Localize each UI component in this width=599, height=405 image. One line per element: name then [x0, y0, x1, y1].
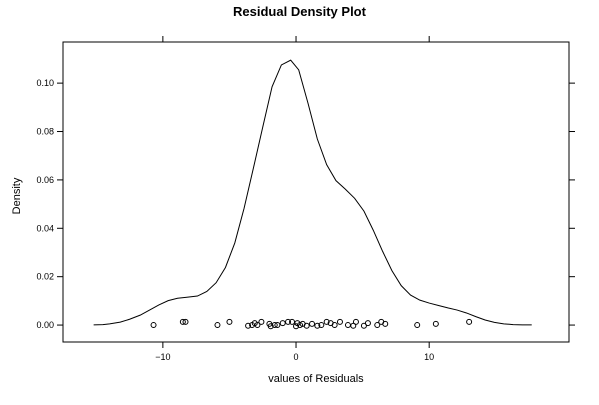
rug-point — [267, 323, 274, 330]
rug-point — [150, 322, 157, 329]
density-curve — [93, 59, 532, 326]
rug-point — [344, 322, 351, 329]
x-tick-label: 10 — [424, 352, 434, 362]
tick-labels: −10 0 10 0.00 0.02 0.04 0.06 0.08 0.10 — [36, 78, 434, 362]
rug-point — [182, 318, 189, 325]
rug-point — [214, 322, 221, 329]
rug-point — [258, 318, 265, 325]
rug-point — [364, 320, 371, 327]
rug-point — [360, 322, 367, 329]
rug-point — [432, 320, 439, 327]
rug-point — [318, 322, 325, 329]
rug-point — [254, 322, 261, 329]
rug-point — [309, 320, 316, 327]
y-tick-label: 0.08 — [36, 127, 54, 137]
rug-point — [179, 318, 186, 325]
chart-title: Residual Density Plot — [233, 4, 367, 19]
rug-point — [289, 318, 296, 325]
rug-point — [303, 322, 310, 329]
rug-point — [466, 318, 473, 325]
x-tick-label: −10 — [155, 352, 170, 362]
axis-ticks — [57, 36, 575, 348]
rug-point — [323, 318, 330, 325]
y-tick-label: 0.02 — [36, 272, 54, 282]
rug-point — [374, 322, 381, 329]
rug-points — [150, 318, 473, 330]
rug-point — [226, 318, 233, 325]
y-tick-label: 0.10 — [36, 78, 54, 88]
y-tick-label: 0.00 — [36, 320, 54, 330]
y-tick-label: 0.06 — [36, 175, 54, 185]
rug-point — [414, 322, 421, 329]
x-axis-label: values of Residuals — [268, 373, 364, 385]
rug-point — [314, 322, 321, 329]
rug-point — [293, 323, 300, 330]
y-tick-label: 0.04 — [36, 223, 54, 233]
rug-point — [274, 322, 281, 329]
rug-point — [279, 320, 286, 327]
rug-point — [245, 322, 252, 329]
rug-point — [271, 322, 278, 329]
rug-point — [382, 320, 389, 327]
rug-point — [285, 318, 292, 325]
y-axis-label: Density — [11, 177, 23, 214]
rug-point — [331, 322, 338, 329]
rug-point — [336, 318, 343, 325]
rug-point — [352, 318, 359, 325]
x-tick-label: 0 — [294, 352, 299, 362]
plot-frame — [62, 41, 570, 343]
rug-point — [350, 322, 357, 329]
